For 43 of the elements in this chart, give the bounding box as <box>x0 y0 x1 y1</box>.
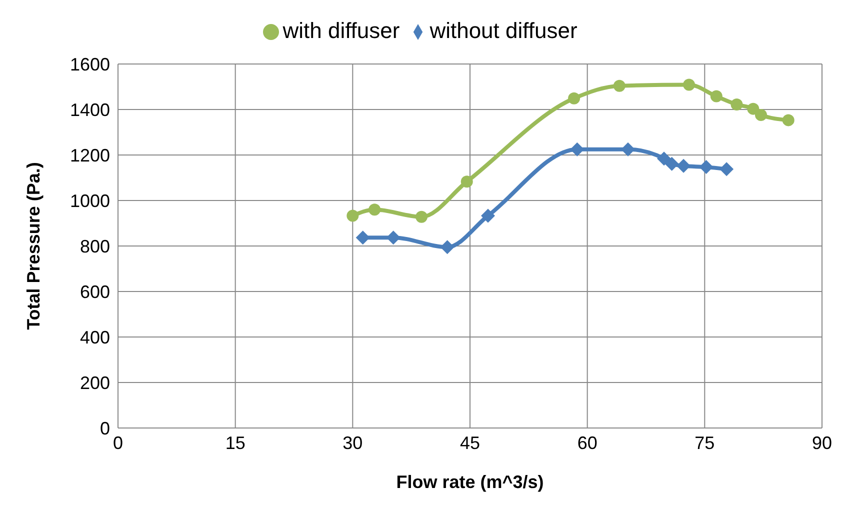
point <box>720 162 734 176</box>
y-tick-label: 800 <box>80 236 110 256</box>
x-axis-title: Flow rate (m^3/s) <box>396 472 544 492</box>
y-tick-label: 400 <box>80 327 110 348</box>
y-tick-label: 1000 <box>70 190 110 211</box>
point <box>676 158 691 173</box>
x-tick-label: 60 <box>577 432 598 453</box>
point <box>730 98 743 110</box>
point <box>710 90 722 102</box>
point <box>656 152 671 166</box>
point <box>613 80 626 92</box>
y-tick-label: 1200 <box>70 145 110 166</box>
point <box>568 92 580 104</box>
point <box>368 204 381 216</box>
point <box>683 78 696 91</box>
y-tick-label: 0 <box>100 418 110 438</box>
x-tick-label: 45 <box>460 432 480 453</box>
point <box>570 142 584 156</box>
point <box>346 210 359 222</box>
y-tick-label: 200 <box>80 372 110 393</box>
x-tick-label: 90 <box>812 432 832 453</box>
point <box>664 156 679 171</box>
y-tick-label: 600 <box>80 282 110 302</box>
y-axis-title: Total Pressure (Pa.) <box>23 162 44 330</box>
point <box>621 142 636 156</box>
point <box>699 160 714 174</box>
x-tick-label: 15 <box>225 432 246 453</box>
y-tick-label: 1600 <box>70 54 110 74</box>
point <box>782 114 794 126</box>
point <box>747 102 760 115</box>
point <box>480 208 495 223</box>
y-tick-label: 1400 <box>70 100 110 120</box>
legend-label: with diffuser <box>282 18 400 43</box>
legend-label: without diffuser <box>430 18 578 43</box>
point <box>460 176 473 188</box>
x-tick-label: 75 <box>694 432 715 453</box>
point <box>440 240 454 254</box>
point <box>416 210 428 223</box>
point <box>356 230 370 245</box>
x-tick-label: 0 <box>112 432 124 453</box>
point <box>386 230 400 245</box>
x-tick-label: 30 <box>342 432 363 453</box>
point <box>754 108 767 121</box>
